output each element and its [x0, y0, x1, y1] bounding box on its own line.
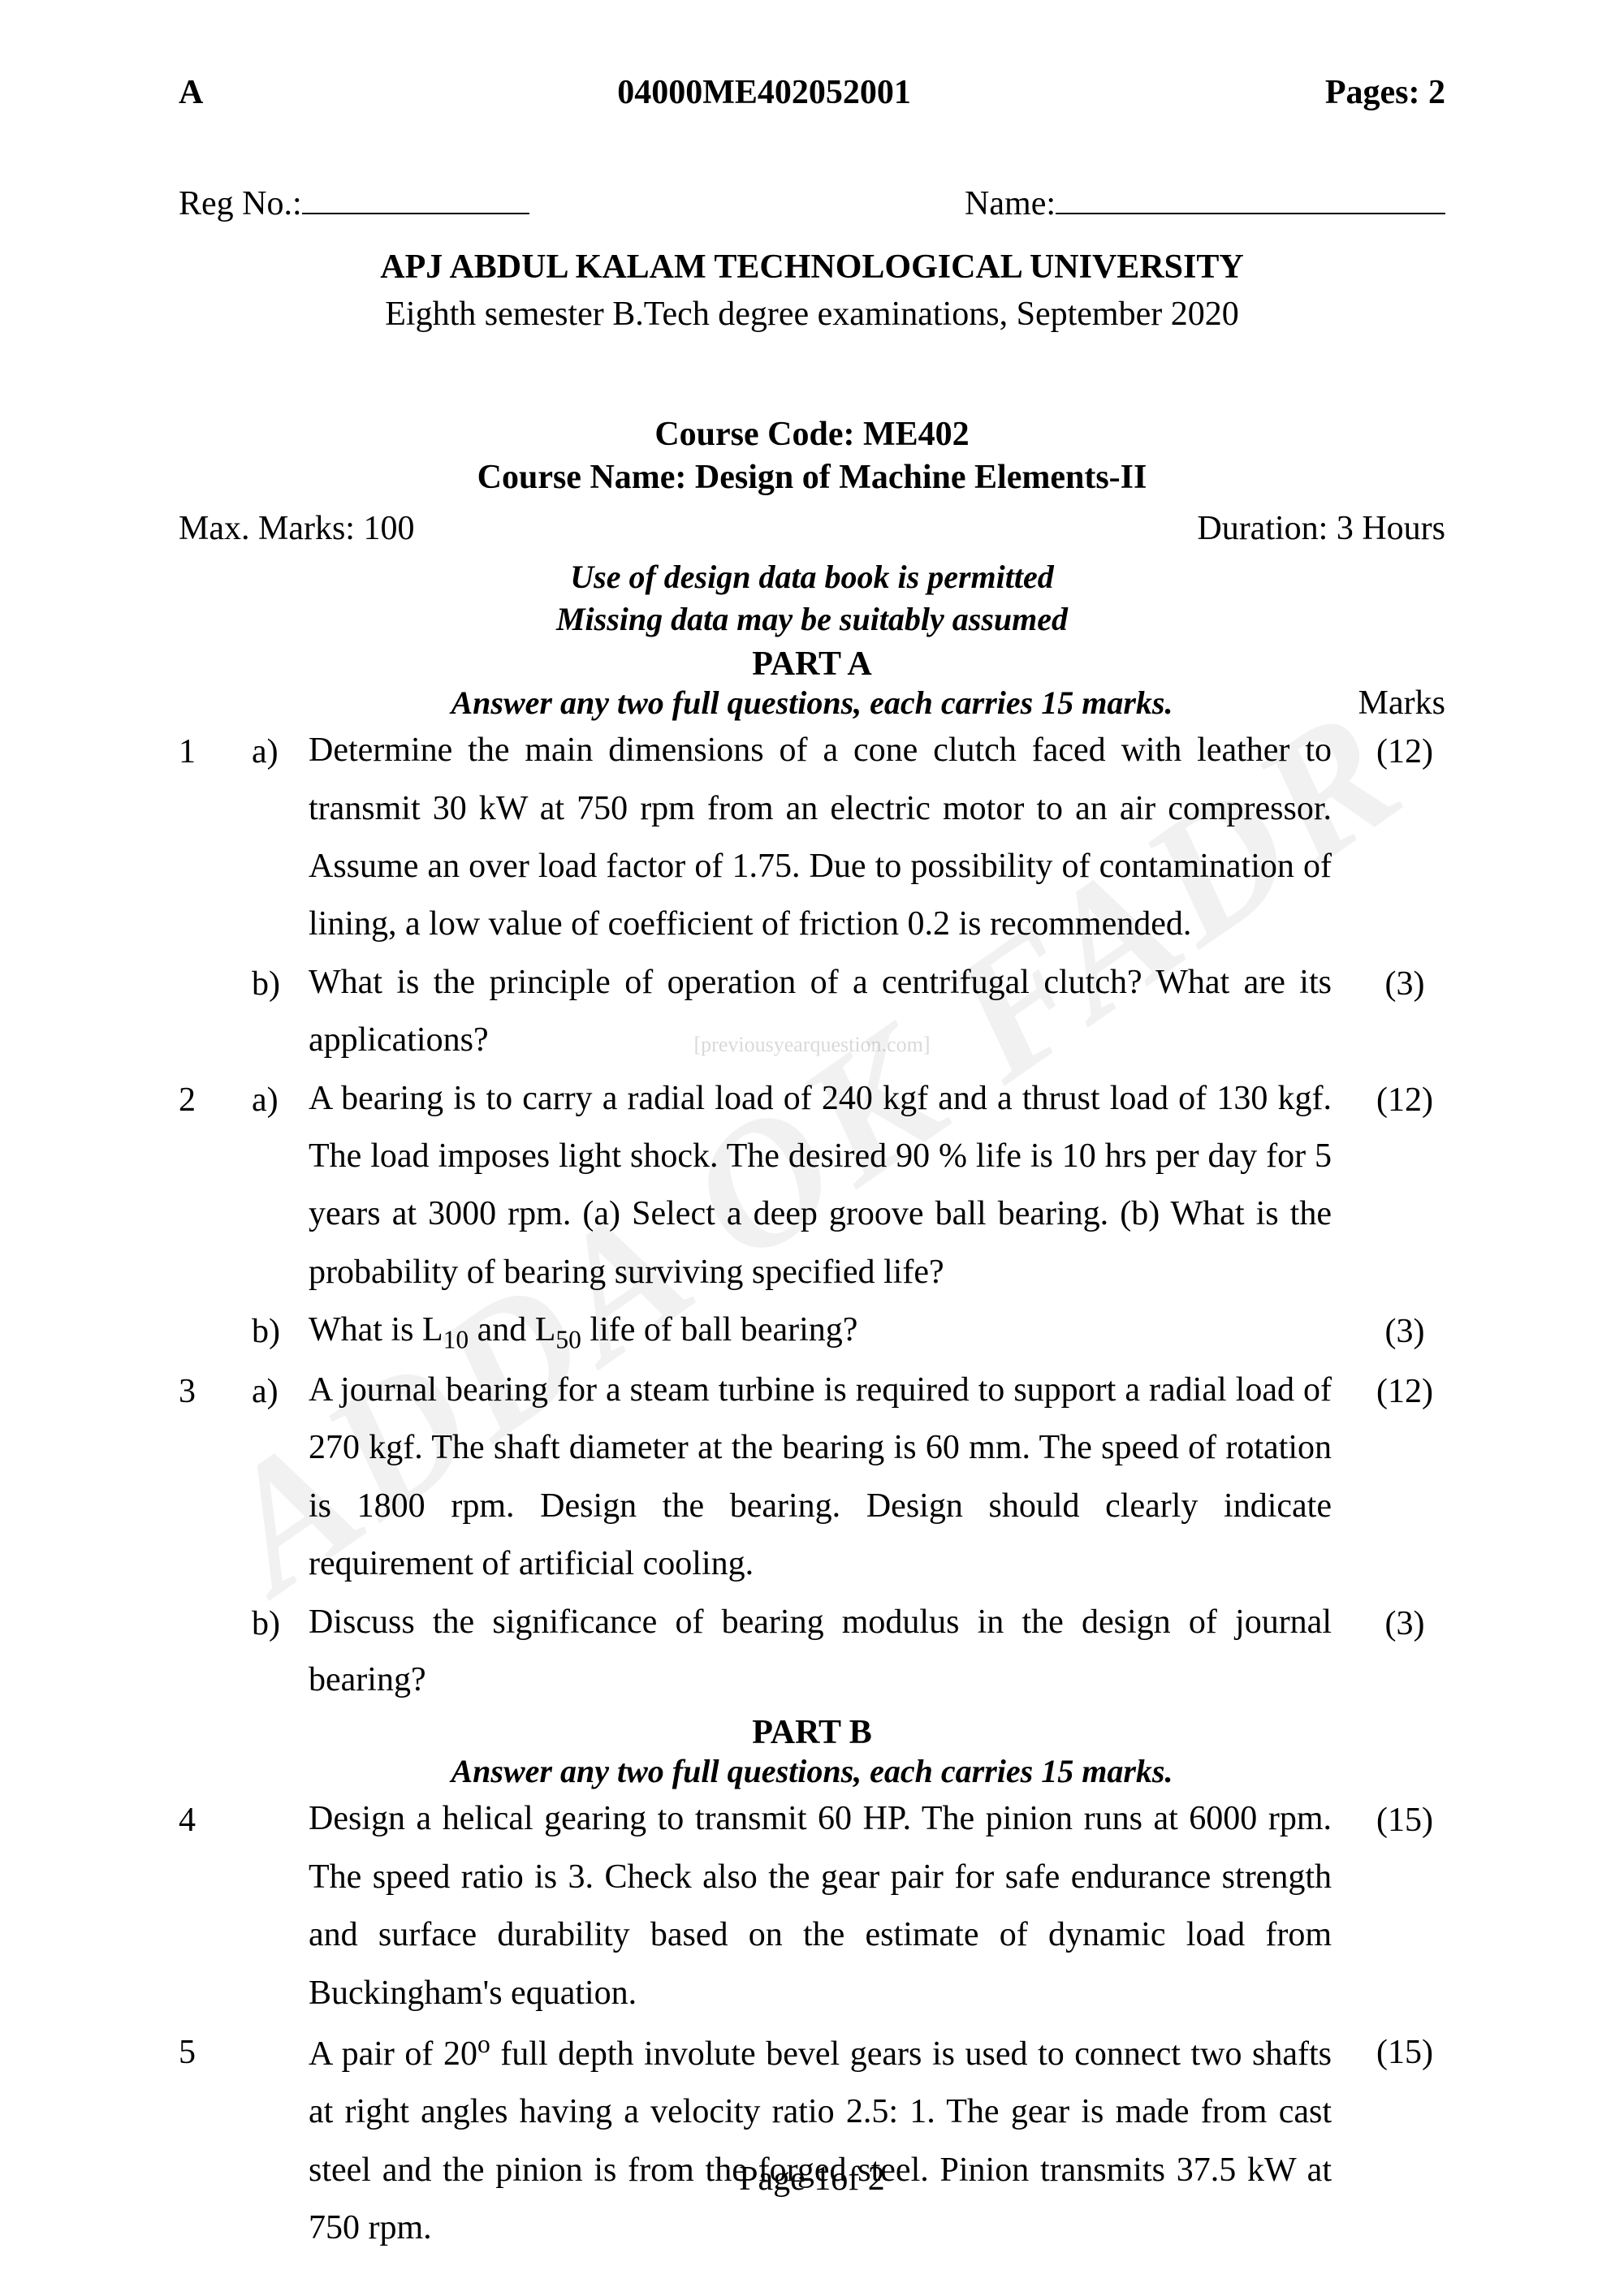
part-b-label: PART B: [179, 1713, 1445, 1752]
max-marks: Max. Marks: 100: [179, 509, 414, 548]
name-label: Name:: [965, 184, 1056, 223]
question-marks: (15): [1364, 1790, 1445, 1849]
instruction-line-2: Missing data may be suitably assumed: [179, 598, 1445, 641]
question-row: b)Discuss the significance of bearing mo…: [179, 1594, 1445, 1710]
paper-code: 04000ME402052001: [203, 73, 1325, 112]
question-subpart: a): [252, 1070, 309, 1129]
question-row: 4 Design a helical gearing to transmit 60…: [179, 1790, 1445, 2022]
question-subpart: b): [252, 1301, 309, 1361]
part-b-instruction: Answer any two full questions, each carr…: [179, 1752, 1445, 1790]
question-number: [179, 1301, 252, 1303]
question-marks: (15): [1364, 2022, 1445, 2082]
question-number: 2: [179, 1070, 252, 1129]
question-row: 2a)A bearing is to carry a radial load o…: [179, 1070, 1445, 1302]
marks-column-label: Marks: [1358, 684, 1445, 723]
question-text: What is L10 and L50 life of ball bearing…: [309, 1301, 1364, 1362]
question-subpart: b): [252, 1594, 309, 1653]
question-marks: (12): [1364, 722, 1445, 781]
question-subpart: b): [252, 954, 309, 1013]
question-subpart: [252, 1790, 309, 1792]
question-text: A journal bearing for a steam turbine is…: [309, 1362, 1364, 1594]
part-a-instruction: Answer any two full questions, each carr…: [179, 684, 1445, 722]
question-marks: (12): [1364, 1070, 1445, 1129]
question-marks: (3): [1364, 1594, 1445, 1653]
question-row: b)What is the principle of operation of …: [179, 954, 1445, 1070]
part-a-label: PART A: [179, 645, 1445, 684]
question-subpart: a): [252, 1362, 309, 1421]
question-subpart: [252, 2022, 309, 2024]
question-number: 1: [179, 722, 252, 781]
question-text: A bearing is to carry a radial load of 2…: [309, 1070, 1364, 1302]
question-marks: (3): [1364, 954, 1445, 1013]
course-name: Course Name: Design of Machine Elements-…: [179, 458, 1445, 497]
question-text: A pair of 20o full depth involute bevel …: [309, 2022, 1364, 2258]
header-row: A 04000ME402052001 Pages: 2: [179, 73, 1445, 112]
questions-part-a: 1a)Determine the main dimensions of a co…: [179, 722, 1445, 1709]
question-number: [179, 954, 252, 956]
question-subpart: a): [252, 722, 309, 781]
question-marks: (3): [1364, 1301, 1445, 1361]
question-number: 5: [179, 2022, 252, 2082]
question-row: 5 A pair of 20o full depth involute bevel…: [179, 2022, 1445, 2258]
question-number: 3: [179, 1362, 252, 1421]
questions-part-b: 4 Design a helical gearing to transmit 60…: [179, 1790, 1445, 2257]
exam-line: Eighth semester B.Tech degree examinatio…: [179, 295, 1445, 334]
header-left-label: A: [179, 73, 203, 112]
question-text: Design a helical gearing to transmit 60 …: [309, 1790, 1364, 2022]
question-number: 4: [179, 1790, 252, 1849]
question-text: Determine the main dimensions of a cone …: [309, 722, 1364, 954]
question-text: Discuss the significance of bearing modu…: [309, 1594, 1364, 1710]
question-row: 3a)A journal bearing for a steam turbine…: [179, 1362, 1445, 1594]
question-text: What is the principle of operation of a …: [309, 954, 1364, 1070]
question-row: b)What is L10 and L50 life of ball beari…: [179, 1301, 1445, 1362]
question-row: 1a)Determine the main dimensions of a co…: [179, 722, 1445, 954]
reg-no-blank: [302, 177, 529, 214]
duration: Duration: 3 Hours: [1197, 509, 1445, 548]
name-blank: [1056, 177, 1445, 214]
reg-no-label: Reg No.:: [179, 184, 302, 223]
pages-label: Pages: 2: [1325, 73, 1445, 112]
instruction-line-1: Use of design data book is permitted: [179, 556, 1445, 598]
question-number: [179, 1594, 252, 1595]
marks-duration-row: Max. Marks: 100 Duration: 3 Hours: [179, 509, 1445, 548]
question-marks: (12): [1364, 1362, 1445, 1421]
reg-name-row: Reg No.: Name:: [179, 177, 1445, 223]
course-code: Course Code: ME402: [179, 415, 1445, 454]
university-name: APJ ABDUL KALAM TECHNOLOGICAL UNIVERSITY: [179, 248, 1445, 287]
